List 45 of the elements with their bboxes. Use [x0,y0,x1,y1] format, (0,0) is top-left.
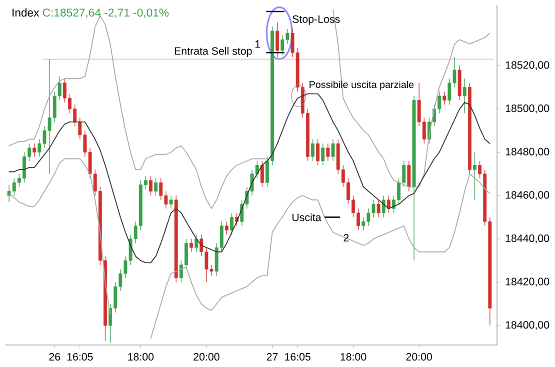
annotation: Stop-Loss [292,15,340,25]
candlestick [260,160,264,188]
candlestick [190,238,193,252]
candlestick [230,212,234,235]
annotation: 2 [344,234,349,242]
candlestick [442,91,446,105]
y-tick-label: 18460,00 [506,191,550,200]
candlestick [462,78,466,114]
y-tick-label: 18400,00 [506,321,550,330]
x-tick-label: 16:05 [67,353,93,361]
candlestick [169,195,173,209]
candlestick [473,152,476,200]
chart-title: Index [12,8,40,17]
x-tick-label: 20:00 [194,353,220,361]
candlestick [331,138,335,162]
x-tick-label: 26 [49,353,60,361]
candlestick [407,160,411,192]
candlestick [321,143,325,166]
candlestick [316,138,320,166]
y-tick-label: 18480,00 [506,148,550,157]
annotation: Uscita [292,213,322,222]
annotation: 1 [255,40,260,48]
candlestick [154,178,158,196]
x-tick-label: 27 [266,353,278,360]
y-tick-label: 18500,00 [506,104,550,114]
chart-subtitle: C:18527,64 -2,71 -0,01% [42,8,169,18]
candlestick [376,200,380,218]
y-tick-label: 18520,00 [506,61,550,70]
candlestick [32,143,36,157]
x-tick-label: 20:00 [406,353,432,361]
candlestick [194,234,198,252]
x-tick-label: 18:00 [128,353,154,361]
annotation: Possibile uscita parziale [310,80,414,90]
x-tick-label: 16:05 [285,353,310,361]
x-tick-label: 18:00 [340,353,366,361]
candlestick [276,22,280,58]
candlestick [386,195,390,214]
y-tick-label: 18420,00 [506,278,550,287]
ref-line-label: Entrata Sell stop [174,46,252,57]
candlestick [149,176,153,196]
candlestick [326,143,330,162]
candlestick [225,221,228,235]
y-tick-label: 18440,00 [506,234,550,244]
candlestick [382,195,386,218]
candlestick [311,138,314,162]
